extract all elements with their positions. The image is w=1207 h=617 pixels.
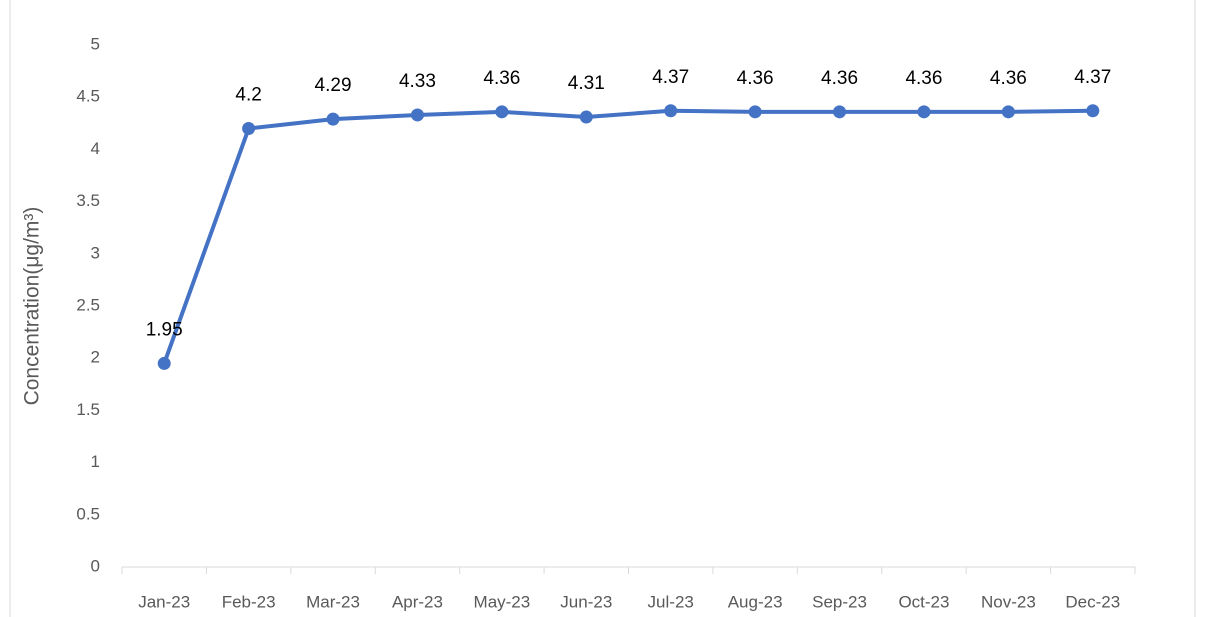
y-tick-label: 1 <box>91 452 100 471</box>
x-tick-label: May-23 <box>474 592 531 611</box>
x-tick-label: Apr-23 <box>392 592 443 611</box>
x-tick-label: Jun-23 <box>560 592 612 611</box>
data-label: 4.36 <box>990 68 1027 89</box>
line <box>162 108 1093 365</box>
data-label: 4.36 <box>905 68 942 89</box>
marker <box>495 105 509 119</box>
x-tick-label: Oct-23 <box>898 592 949 611</box>
data-label: 4.36 <box>821 68 858 89</box>
marker <box>664 104 678 118</box>
marker <box>579 110 593 124</box>
marker <box>1001 105 1015 119</box>
data-label: 4.36 <box>737 68 774 89</box>
y-tick-label: 2.5 <box>76 295 100 314</box>
y-tick-label: 5 <box>91 34 100 53</box>
y-tick-label: 0.5 <box>76 504 100 523</box>
y-tick-label: 4 <box>91 139 100 158</box>
data-label: 4.36 <box>483 68 520 89</box>
y-axis-title: Concentration(μg/m³) <box>21 207 44 406</box>
y-tick-label: 0 <box>91 556 100 575</box>
data-label: 1.95 <box>146 319 183 340</box>
x-tick-label: Jul-23 <box>648 592 694 611</box>
y-tick-label: 3 <box>91 243 100 262</box>
y-tick-label: 4.5 <box>76 87 100 106</box>
marker <box>410 108 424 122</box>
x-tick-label: Nov-23 <box>981 592 1036 611</box>
y-tick-label: 3.5 <box>76 191 100 210</box>
x-tick-label: Mar-23 <box>306 592 360 611</box>
marker <box>833 105 847 119</box>
x-tick-label: Sep-23 <box>812 592 867 611</box>
marker <box>157 356 171 370</box>
x-tick-label: Feb-23 <box>222 592 276 611</box>
data-label: 4.37 <box>652 67 689 88</box>
data-label: 4.29 <box>315 75 352 96</box>
marker <box>326 112 340 126</box>
marker <box>917 105 931 119</box>
marker <box>242 122 256 136</box>
y-tick-label: 2 <box>91 348 100 367</box>
data-label: 4.31 <box>568 73 605 94</box>
marker <box>748 105 762 119</box>
x-tick-label: Jan-23 <box>138 592 190 611</box>
x-tick-label: Dec-23 <box>1065 592 1120 611</box>
y-tick-label: 1.5 <box>76 400 100 419</box>
data-label: 4.37 <box>1074 67 1111 88</box>
marker <box>1086 104 1100 118</box>
x-tick-label: Aug-23 <box>728 592 783 611</box>
data-label: 4.33 <box>399 71 436 92</box>
data-label: 4.2 <box>235 85 261 106</box>
